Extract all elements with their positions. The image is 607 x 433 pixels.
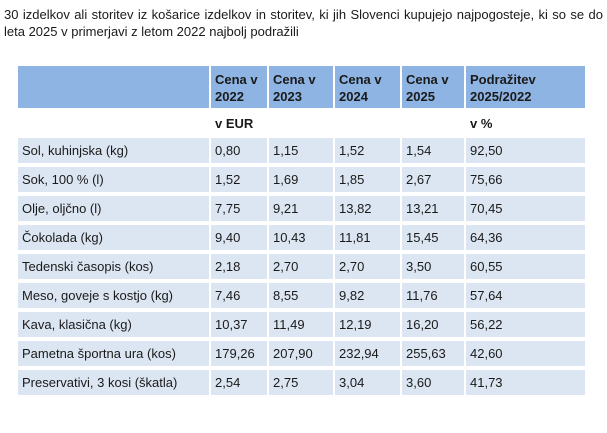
table-row: Kava, klasična (kg) 10,37 11,49 12,19 16,20 5… bbox=[18, 312, 585, 337]
cell-price-2022: 10,37 bbox=[209, 312, 267, 337]
cell-price-2023: 207,90 bbox=[267, 341, 333, 366]
cell-item-name: Sol, kuhinjska (kg) bbox=[18, 138, 209, 163]
cell-price-2025: 13,21 bbox=[400, 196, 464, 221]
cell-increase-percent: 60,55 bbox=[464, 254, 585, 279]
cell-price-2024: 11,81 bbox=[333, 225, 400, 250]
header-cell-item bbox=[18, 66, 209, 108]
cell-price-2025: 16,20 bbox=[400, 312, 464, 337]
cell-price-2025: 2,67 bbox=[400, 167, 464, 192]
unit-cell-percent: v % bbox=[464, 112, 585, 134]
cell-price-2023: 2,75 bbox=[267, 370, 333, 395]
unit-cell bbox=[267, 112, 333, 134]
unit-cell bbox=[333, 112, 400, 134]
table-row: Sol, kuhinjska (kg) 0,80 1,15 1,52 1,54 92,50 bbox=[18, 138, 585, 163]
cell-price-2025: 3,50 bbox=[400, 254, 464, 279]
table-row: Sok, 100 % (l) 1,52 1,69 1,85 2,67 75,66 bbox=[18, 167, 585, 192]
cell-price-2025: 3,60 bbox=[400, 370, 464, 395]
cell-increase-percent: 41,73 bbox=[464, 370, 585, 395]
cell-price-2024: 1,85 bbox=[333, 167, 400, 192]
header-cell-2022: Cena v 2022 bbox=[209, 66, 267, 108]
cell-price-2025: 11,76 bbox=[400, 283, 464, 308]
cell-price-2025: 15,45 bbox=[400, 225, 464, 250]
cell-increase-percent: 70,45 bbox=[464, 196, 585, 221]
cell-price-2023: 11,49 bbox=[267, 312, 333, 337]
table-row: Tedenski časopis (kos) 2,18 2,70 2,70 3,50 60… bbox=[18, 254, 585, 279]
cell-price-2024: 2,70 bbox=[333, 254, 400, 279]
cell-increase-percent: 42,60 bbox=[464, 341, 585, 366]
table-row: Pametna športna ura (kos) 179,26 207,90 232… bbox=[18, 341, 585, 366]
cell-price-2022: 9,40 bbox=[209, 225, 267, 250]
header-cell-increase: Podražitev 2025/2022 bbox=[464, 66, 585, 108]
cell-price-2023: 1,69 bbox=[267, 167, 333, 192]
unit-cell-eur: v EUR bbox=[209, 112, 267, 134]
cell-price-2022: 7,46 bbox=[209, 283, 267, 308]
cell-item-name: Pametna športna ura (kos) bbox=[18, 341, 209, 366]
cell-item-name: Preservativi, 3 kosi (škatla) bbox=[18, 370, 209, 395]
cell-item-name: Tedenski časopis (kos) bbox=[18, 254, 209, 279]
cell-increase-percent: 64,36 bbox=[464, 225, 585, 250]
cell-price-2024: 13,82 bbox=[333, 196, 400, 221]
table-caption: 30 izdelkov ali storitev iz košarice izd… bbox=[4, 7, 603, 39]
header-row: Cena v 2022 Cena v 2023 Cena v 2024 Cena… bbox=[18, 66, 585, 108]
cell-item-name: Sok, 100 % (l) bbox=[18, 167, 209, 192]
cell-price-2022: 7,75 bbox=[209, 196, 267, 221]
cell-price-2022: 2,54 bbox=[209, 370, 267, 395]
cell-increase-percent: 57,64 bbox=[464, 283, 585, 308]
table-row: Čokolada (kg) 9,40 10,43 11,81 15,45 64,36 bbox=[18, 225, 585, 250]
cell-item-name: Kava, klasična (kg) bbox=[18, 312, 209, 337]
cell-item-name: Olje, oljčno (l) bbox=[18, 196, 209, 221]
cell-price-2022: 179,26 bbox=[209, 341, 267, 366]
cell-price-2025: 1,54 bbox=[400, 138, 464, 163]
unit-cell bbox=[400, 112, 464, 134]
cell-price-2023: 9,21 bbox=[267, 196, 333, 221]
cell-price-2023: 10,43 bbox=[267, 225, 333, 250]
cell-price-2022: 1,52 bbox=[209, 167, 267, 192]
cell-item-name: Čokolada (kg) bbox=[18, 225, 209, 250]
unit-cell bbox=[18, 112, 209, 134]
table-row: Olje, oljčno (l) 7,75 9,21 13,82 13,21 70,45 bbox=[18, 196, 585, 221]
cell-price-2022: 0,80 bbox=[209, 138, 267, 163]
cell-price-2022: 2,18 bbox=[209, 254, 267, 279]
units-row: v EUR v % bbox=[18, 112, 585, 134]
cell-increase-percent: 75,66 bbox=[464, 167, 585, 192]
cell-price-2024: 1,52 bbox=[333, 138, 400, 163]
cell-price-2024: 3,04 bbox=[333, 370, 400, 395]
cell-price-2023: 2,70 bbox=[267, 254, 333, 279]
table-row: Preservativi, 3 kosi (škatla) 2,54 2,75 3,0… bbox=[18, 370, 585, 395]
header-cell-2024: Cena v 2024 bbox=[333, 66, 400, 108]
cell-increase-percent: 56,22 bbox=[464, 312, 585, 337]
table-row: Meso, goveje s kostjo (kg) 7,46 8,55 9,82 11… bbox=[18, 283, 585, 308]
header-cell-2025: Cena v 2025 bbox=[400, 66, 464, 108]
cell-price-2024: 9,82 bbox=[333, 283, 400, 308]
cell-increase-percent: 92,50 bbox=[464, 138, 585, 163]
cell-price-2023: 8,55 bbox=[267, 283, 333, 308]
price-table: Cena v 2022 Cena v 2023 Cena v 2024 Cena… bbox=[18, 62, 585, 399]
table-body: Sol, kuhinjska (kg) 0,80 1,15 1,52 1,54 92,50… bbox=[18, 138, 585, 395]
cell-price-2024: 12,19 bbox=[333, 312, 400, 337]
cell-item-name: Meso, goveje s kostjo (kg) bbox=[18, 283, 209, 308]
cell-price-2025: 255,63 bbox=[400, 341, 464, 366]
cell-price-2024: 232,94 bbox=[333, 341, 400, 366]
header-cell-2023: Cena v 2023 bbox=[267, 66, 333, 108]
cell-price-2023: 1,15 bbox=[267, 138, 333, 163]
